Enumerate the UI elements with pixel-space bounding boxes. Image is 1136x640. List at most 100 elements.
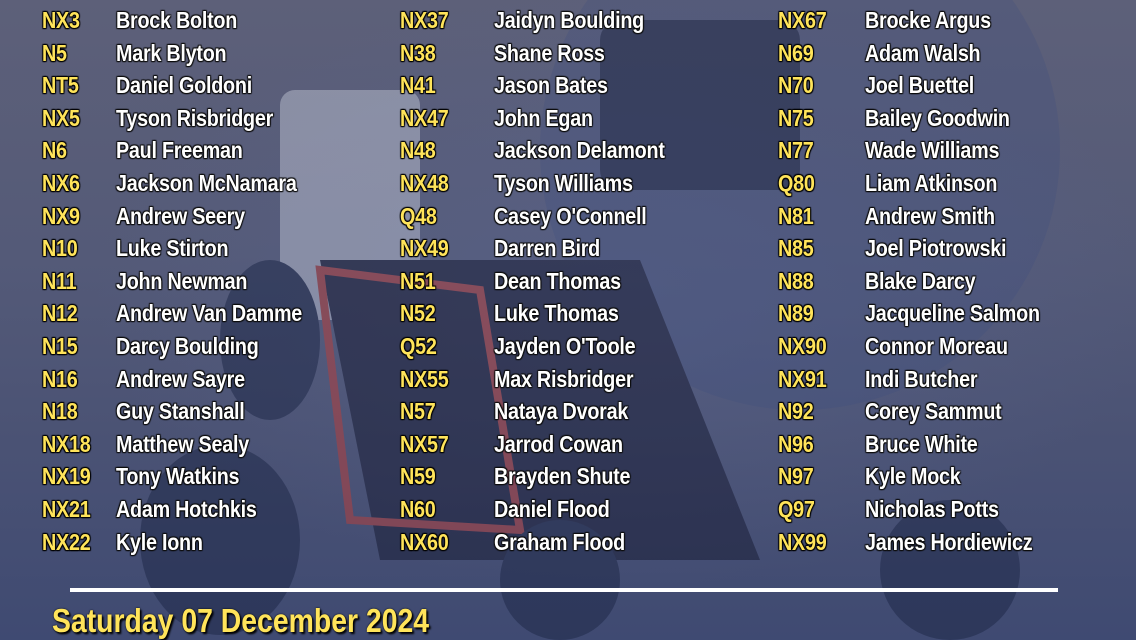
car-number: N89 <box>778 300 814 327</box>
driver-name: Bruce White <box>864 430 978 457</box>
driver-name: Matthew Sealy <box>115 430 249 457</box>
driver-name: Nataya Dvorak <box>493 398 629 425</box>
car-number: N97 <box>778 463 814 490</box>
car-number: NX6 <box>42 170 80 196</box>
car-number: N11 <box>42 267 77 294</box>
car-number: N18 <box>42 398 78 425</box>
driver-name: James Hordiewicz <box>864 528 1033 555</box>
driver-name: Tyson Risbridger <box>115 104 274 131</box>
car-number: NX19 <box>42 463 91 490</box>
driver-name: Luke Stirton <box>115 235 229 262</box>
car-number: NX21 <box>42 496 91 522</box>
driver-name: Daniel Flood <box>493 496 610 522</box>
car-number: Q97 <box>778 496 815 522</box>
car-number: NX99 <box>778 528 827 555</box>
car-number: NX37 <box>400 7 449 33</box>
car-number: NX22 <box>42 528 91 555</box>
car-number: N16 <box>42 365 78 392</box>
driver-name: Wade Williams <box>864 137 1000 164</box>
car-number: NX60 <box>400 528 449 555</box>
car-number: N75 <box>778 104 814 131</box>
driver-name: Jackson McNamara <box>115 170 297 196</box>
car-number: N48 <box>400 137 436 164</box>
driver-name: Kyle Ionn <box>115 528 203 555</box>
car-number: N92 <box>778 398 814 425</box>
driver-name: Indi Butcher <box>864 365 978 392</box>
driver-name: Jacqueline Salmon <box>864 300 1040 327</box>
car-number: N59 <box>400 463 436 490</box>
car-number: NX48 <box>400 170 449 196</box>
driver-name: Shane Ross <box>493 39 605 66</box>
car-number: NX57 <box>400 430 449 457</box>
driver-name: Adam Hotchkis <box>115 496 257 522</box>
driver-name: Bailey Goodwin <box>864 104 1010 131</box>
driver-name: Paul Freeman <box>115 137 243 164</box>
car-number: NX3 <box>42 7 80 33</box>
car-number: NT5 <box>42 72 79 99</box>
car-number: N10 <box>42 235 78 262</box>
car-number: N5 <box>42 39 67 66</box>
driver-name: Jason Bates <box>493 72 608 99</box>
driver-name: Max Risbridger <box>493 365 634 392</box>
car-number: N88 <box>778 267 814 294</box>
car-number: NX91 <box>778 365 827 392</box>
driver-name: Jackson Delamont <box>493 137 665 164</box>
driver-name: John Egan <box>493 104 593 131</box>
car-number: N57 <box>400 398 436 425</box>
car-number: NX55 <box>400 365 449 392</box>
driver-name: Andrew Sayre <box>115 365 245 392</box>
divider <box>70 588 1058 592</box>
driver-name: Joel Piotrowski <box>864 235 1007 262</box>
car-number: NX90 <box>778 333 827 359</box>
driver-name: Blake Darcy <box>864 267 976 294</box>
driver-name: Brocke Argus <box>864 7 991 33</box>
driver-name: Brayden Shute <box>493 463 631 490</box>
driver-name: Daniel Goldoni <box>115 72 252 99</box>
driver-name: Tyson Williams <box>493 170 633 196</box>
driver-name: Andrew Van Damme <box>115 300 303 327</box>
car-number: N85 <box>778 235 814 262</box>
driver-name: Darcy Boulding <box>115 333 259 359</box>
car-number: N12 <box>42 300 78 327</box>
car-number: N96 <box>778 430 814 457</box>
event-date: Saturday 07 December 2024 <box>52 602 430 639</box>
driver-name: Andrew Smith <box>864 202 995 229</box>
car-number: NX49 <box>400 235 449 262</box>
driver-name: Connor Moreau <box>864 333 1008 359</box>
driver-name: John Newman <box>115 267 248 294</box>
car-number: NX5 <box>42 104 80 131</box>
driver-name: Tony Watkins <box>115 463 240 490</box>
driver-name: Nicholas Potts <box>864 496 999 522</box>
car-number: N38 <box>400 39 436 66</box>
driver-name: Kyle Mock <box>864 463 961 490</box>
car-number: N69 <box>778 39 814 66</box>
driver-name: Graham Flood <box>493 528 625 555</box>
driver-name: Dean Thomas <box>493 267 621 294</box>
car-number: NX9 <box>42 202 80 229</box>
driver-name: Brock Bolton <box>115 7 238 33</box>
car-number: NX47 <box>400 104 449 131</box>
driver-name: Corey Sammut <box>864 398 1002 425</box>
car-number: NX67 <box>778 7 827 33</box>
driver-name: Andrew Seery <box>115 202 245 229</box>
driver-name: Guy Stanshall <box>115 398 245 425</box>
driver-name: Jayden O'Toole <box>493 333 636 359</box>
driver-name: Casey O'Connell <box>493 202 647 229</box>
car-number: N15 <box>42 333 78 359</box>
car-number: Q80 <box>778 170 815 196</box>
car-number: N70 <box>778 72 814 99</box>
driver-name: Mark Blyton <box>115 39 227 66</box>
car-number: N60 <box>400 496 436 522</box>
car-number: N51 <box>400 267 436 294</box>
car-number: N41 <box>400 72 436 99</box>
car-number: Q52 <box>400 333 437 359</box>
car-number: Q48 <box>400 202 437 229</box>
car-number: NX18 <box>42 430 91 457</box>
driver-name: Joel Buettel <box>864 72 975 99</box>
driver-name: Adam Walsh <box>864 39 981 66</box>
driver-name: Jarrod Cowan <box>493 430 623 457</box>
car-number: N6 <box>42 137 67 164</box>
car-number: N81 <box>778 202 814 229</box>
driver-name: Darren Bird <box>493 235 600 262</box>
